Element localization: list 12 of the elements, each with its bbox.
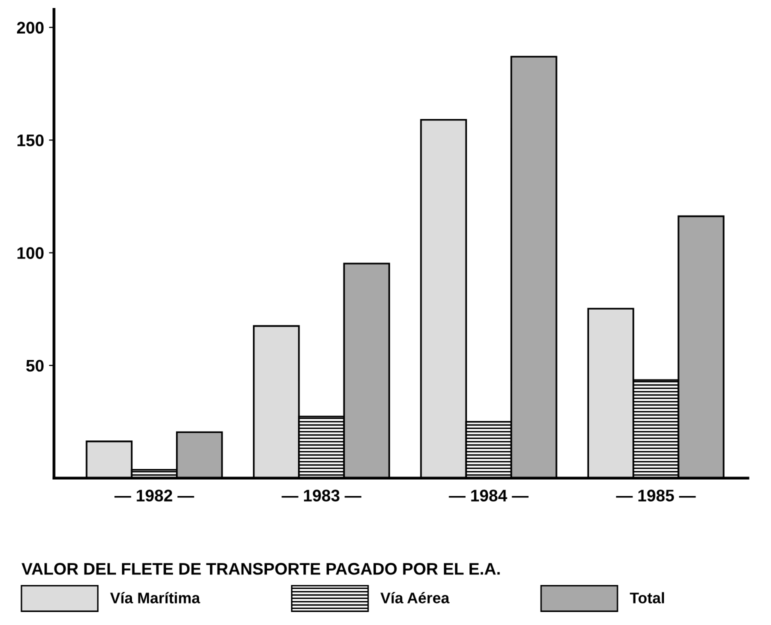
x-tick-label: — 1982 — (114, 490, 194, 502)
legend-title: VALOR DEL FLETE DE TRANSPORTE PAGADO POR EL E.A. (22, 562, 500, 575)
y-tick-label: 50 (26, 360, 44, 372)
x-tick-label: — 1985 — (616, 490, 696, 502)
y-tick-label: 200 (17, 22, 44, 34)
legend-label: Vía Aérea (380, 592, 450, 604)
legend-label: Vía Marítima (110, 592, 200, 604)
x-tick-label: — 1983 — (282, 490, 362, 502)
legend-label: Total (630, 592, 664, 604)
x-tick-label: — 1984 — (448, 490, 529, 502)
y-tick-label: 100 (17, 247, 44, 259)
y-tick-label: 150 (17, 134, 44, 146)
